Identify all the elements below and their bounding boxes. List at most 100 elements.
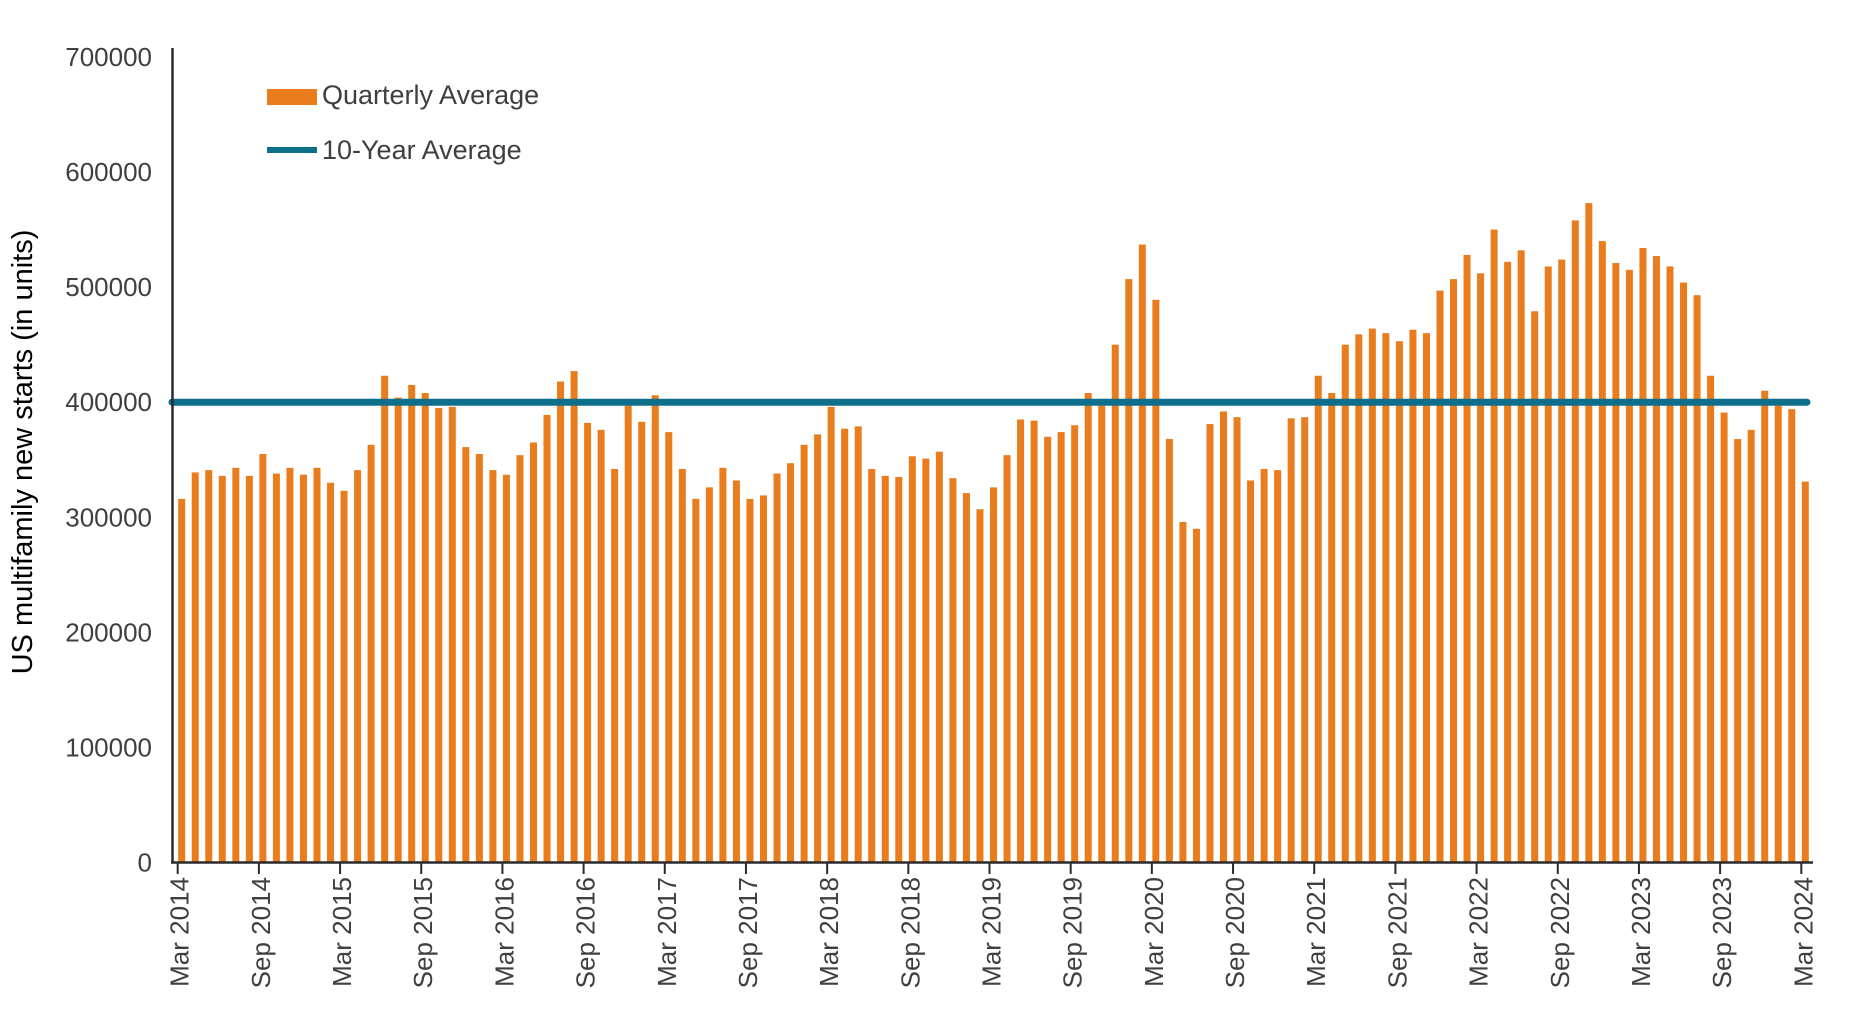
bar (1571, 220, 1579, 863)
bar (1504, 261, 1512, 863)
bar (665, 432, 673, 863)
bar (489, 470, 497, 863)
bar (1152, 299, 1160, 863)
bar (1030, 420, 1038, 863)
x-tick-label: Sep 2019 (1058, 877, 1088, 988)
bar (1355, 334, 1363, 863)
x-tick-label: Mar 2016 (489, 877, 519, 987)
y-tick-label: 0 (138, 848, 152, 878)
bar (584, 422, 592, 863)
y-axis-title: US multifamily new starts (in units) (7, 230, 39, 675)
bar (529, 442, 537, 863)
bar (570, 371, 578, 863)
x-tick-label: Sep 2022 (1545, 877, 1575, 988)
bar (719, 467, 727, 863)
bar (205, 470, 213, 863)
bar (1395, 341, 1403, 863)
bar (1220, 411, 1228, 863)
bar (773, 473, 781, 863)
bar (1693, 295, 1701, 863)
bar (732, 480, 740, 863)
bar (1639, 248, 1647, 863)
x-tick-label: Mar 2017 (652, 877, 682, 987)
bar (1071, 425, 1079, 863)
bar (759, 495, 767, 863)
bar (462, 447, 470, 863)
bar (922, 458, 930, 863)
bar (935, 451, 943, 863)
bar (1652, 256, 1660, 863)
bar (854, 426, 862, 863)
bar (502, 474, 510, 863)
bar (624, 405, 632, 863)
bar (841, 428, 849, 863)
bar (868, 468, 876, 863)
bar (976, 509, 984, 863)
bar (286, 467, 294, 863)
bar (178, 498, 186, 863)
bar (191, 472, 199, 863)
bar (1774, 405, 1782, 863)
bar (313, 467, 321, 863)
bar (1788, 409, 1796, 863)
bar (1585, 203, 1593, 863)
bar (705, 487, 713, 863)
bar (1666, 266, 1674, 863)
bar (218, 475, 226, 863)
x-tick-label: Sep 2023 (1707, 877, 1737, 988)
bar (408, 384, 416, 863)
x-tick-label: Sep 2021 (1382, 877, 1412, 988)
bar (394, 397, 402, 863)
bar (990, 487, 997, 863)
bar (1734, 439, 1742, 863)
bar (1206, 424, 1214, 863)
x-tick-label: Mar 2024 (1788, 877, 1818, 987)
bar (1625, 269, 1633, 863)
bar (516, 455, 524, 863)
bar (448, 406, 456, 863)
bar (1517, 250, 1525, 863)
x-tick-label: Sep 2016 (571, 877, 601, 988)
bar (678, 468, 686, 863)
bar (1450, 279, 1458, 863)
bar (543, 414, 551, 863)
bar (435, 407, 443, 863)
legend-quarterly-average-swatch (267, 89, 317, 105)
y-tick-label: 500000 (65, 272, 152, 302)
bar (232, 467, 240, 863)
bar (299, 474, 307, 863)
bar (908, 456, 916, 863)
bar (1761, 390, 1769, 863)
bar (1179, 521, 1187, 863)
bar (1274, 470, 1282, 863)
y-tick-label: 700000 (65, 42, 152, 72)
bar (949, 478, 957, 863)
bar (881, 475, 889, 863)
bar (1233, 417, 1241, 863)
bar (1138, 244, 1146, 863)
x-tick-label: Mar 2018 (814, 877, 844, 987)
x-tick-label: Mar 2021 (1301, 877, 1331, 987)
bar (597, 429, 605, 863)
bars-group (178, 203, 1809, 863)
bar (1084, 393, 1092, 863)
bar (1558, 259, 1566, 863)
bar (1409, 329, 1417, 863)
bar (787, 463, 795, 863)
x-tick-label: Sep 2020 (1220, 877, 1250, 988)
x-tick-label: Sep 2017 (733, 877, 763, 988)
bar (1057, 432, 1065, 863)
bar (638, 421, 646, 863)
y-tick-label: 100000 (65, 732, 152, 762)
bar (1017, 419, 1025, 863)
x-tick-label: Mar 2020 (1139, 877, 1169, 987)
bar (1598, 241, 1606, 863)
bar (1341, 344, 1349, 863)
x-axis-labels: Mar 2014 Sep 2014 Mar 2015 Sep 2015 Mar 2016… (165, 863, 1818, 988)
bar (340, 490, 348, 863)
bar (259, 454, 267, 863)
bar (1436, 290, 1444, 863)
bar (1531, 311, 1539, 863)
bar (1003, 455, 1011, 863)
